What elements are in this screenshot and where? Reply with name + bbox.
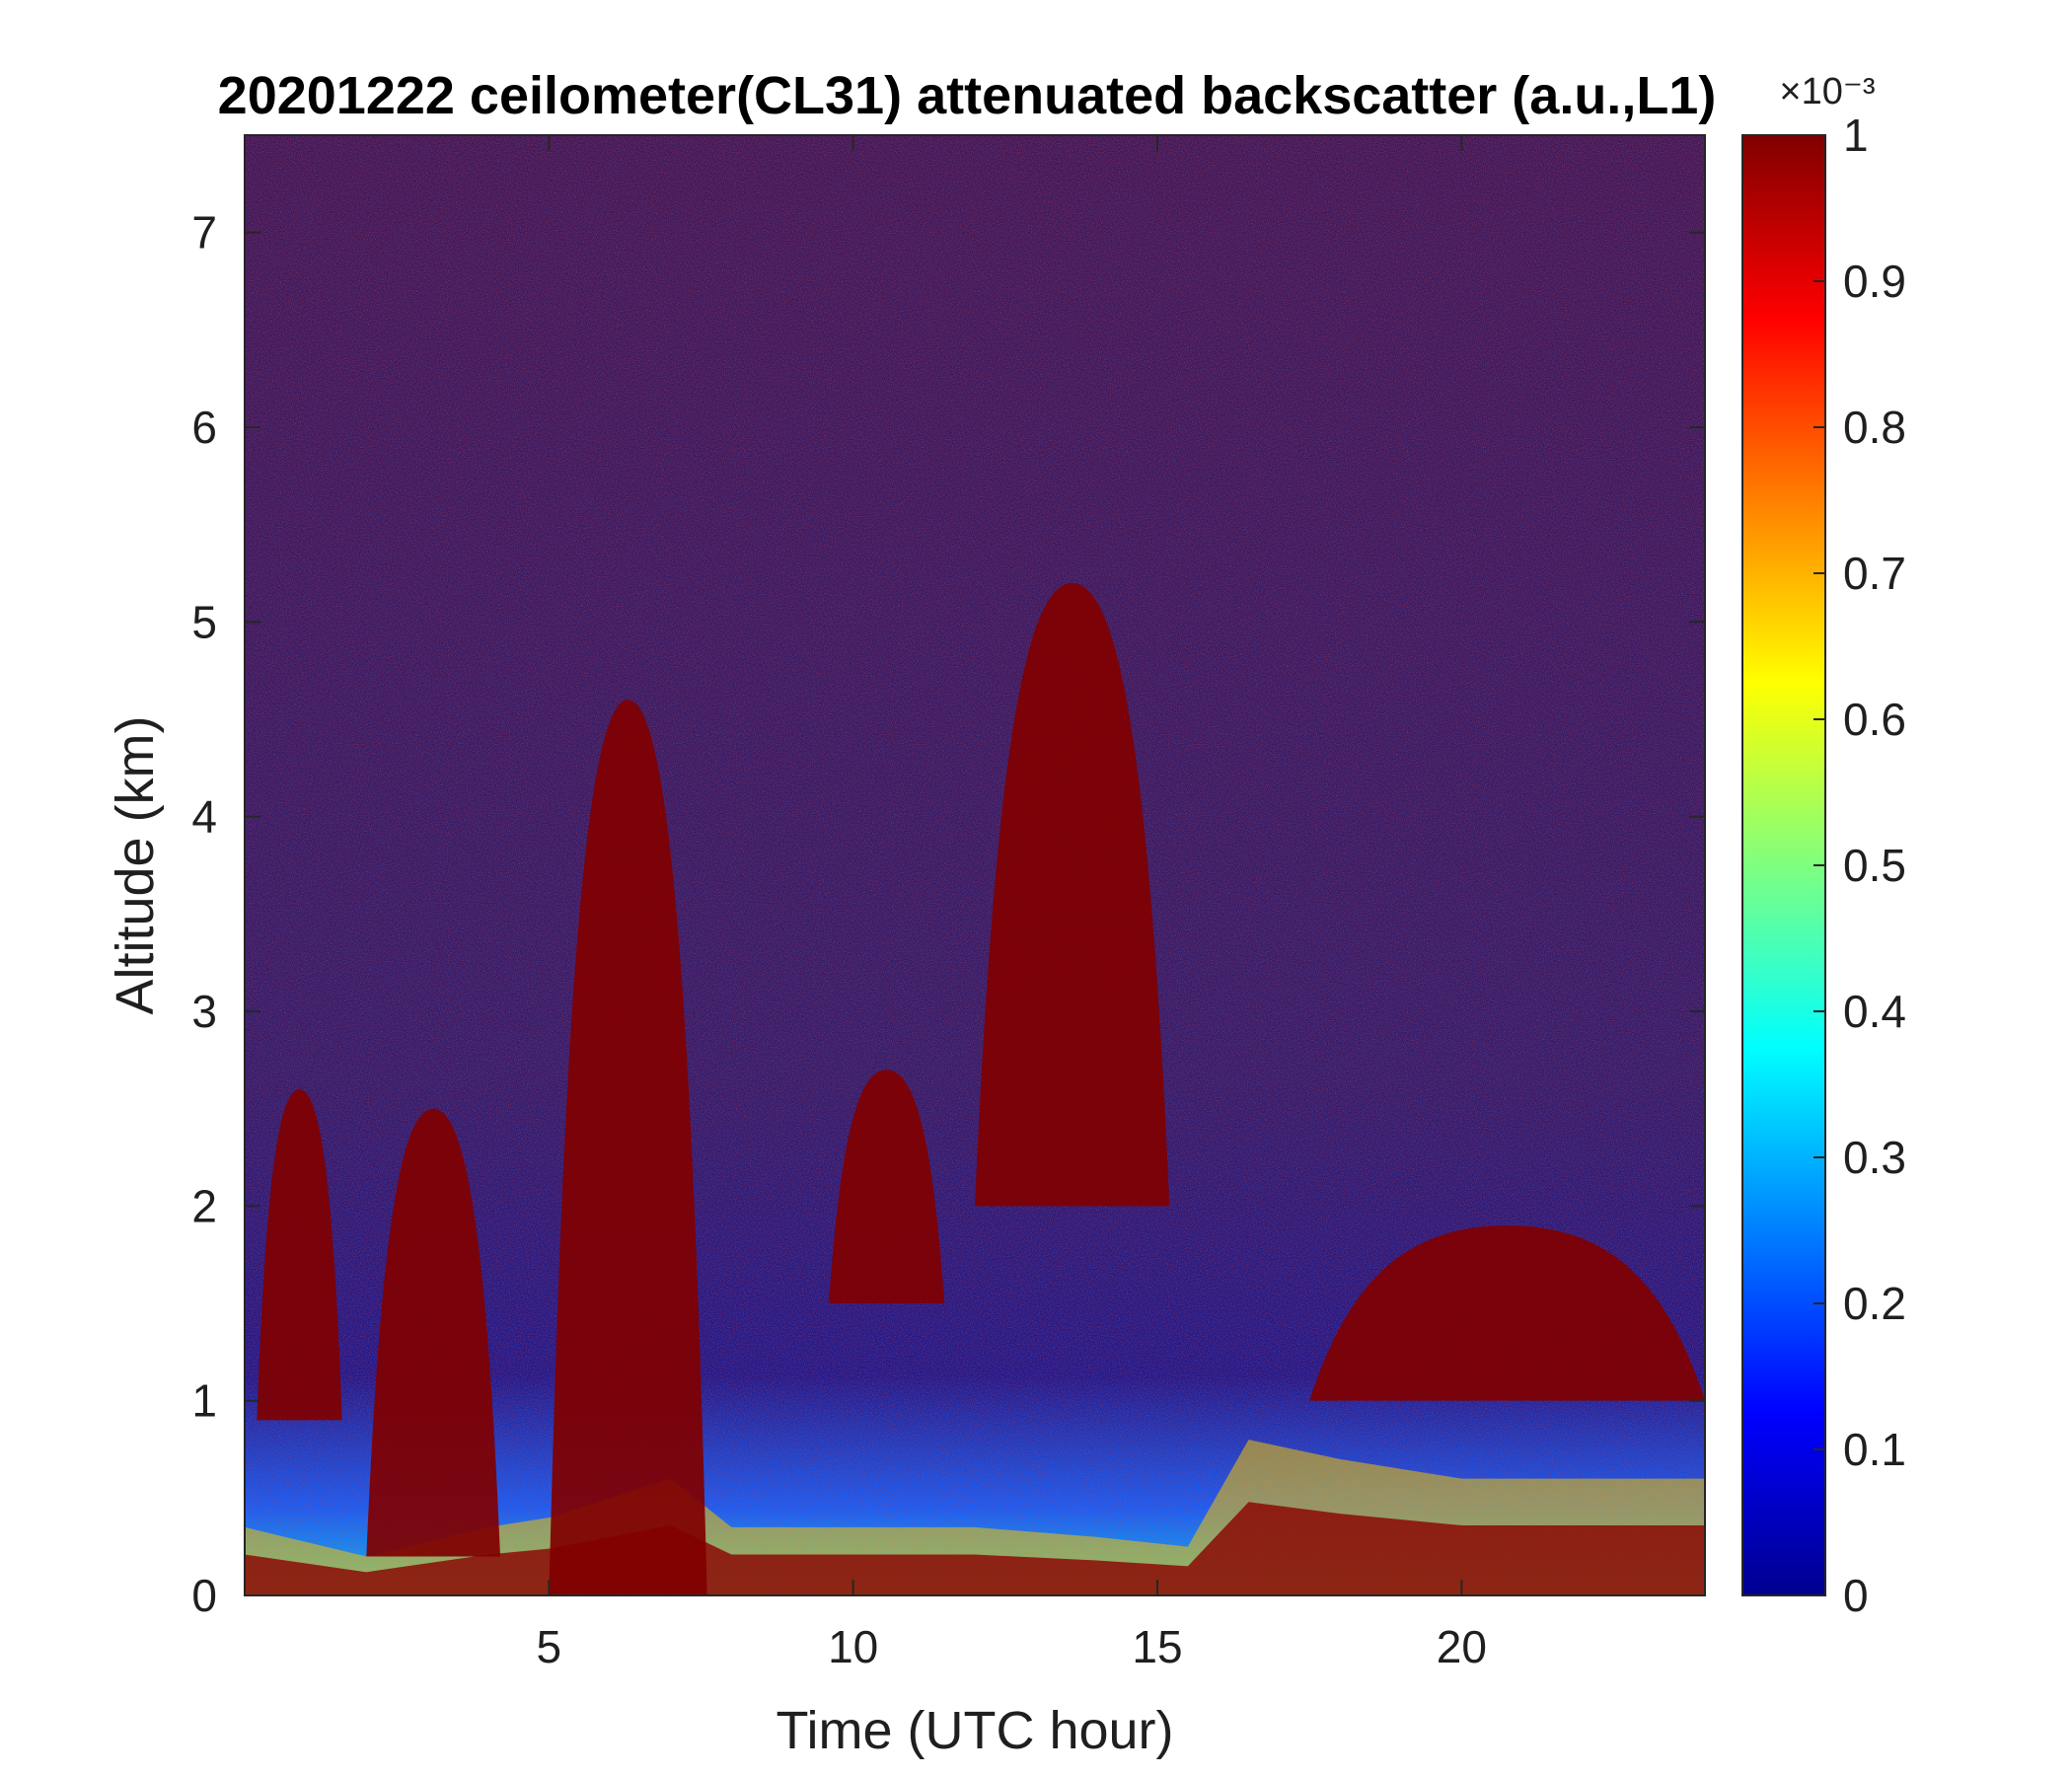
dense-layer bbox=[549, 700, 707, 1595]
x-axis-label: Time (UTC hour) bbox=[776, 1701, 1173, 1760]
dense-layer bbox=[257, 1088, 342, 1421]
y-tick-label: 7 bbox=[191, 207, 217, 259]
colorbar-tick-label: 0.6 bbox=[1843, 694, 1906, 745]
colorbar-tick-label: 0.1 bbox=[1843, 1424, 1906, 1475]
colorbar-tick-label: 0.2 bbox=[1843, 1278, 1906, 1329]
chart-title: 20201222 ceilometer(CL31) attenuated bac… bbox=[218, 66, 1717, 125]
colorbar: 0 0.1 0.2 0.3 0.4 0.5 0.6 0.7 0.8 0.9 1 ×10⁻³ bbox=[1741, 71, 1906, 1621]
plot-frame bbox=[244, 134, 1706, 1596]
dense-layer bbox=[1309, 1225, 1705, 1401]
y-tick-label: 6 bbox=[191, 402, 217, 453]
colorbar-scale-label: ×10⁻³ bbox=[1779, 71, 1875, 112]
y-tick-label: 3 bbox=[191, 986, 217, 1037]
colorbar-gradient bbox=[1741, 134, 1826, 1596]
colorbar-tick-label: 1 bbox=[1843, 110, 1869, 161]
x-axis: 5 10 15 20 bbox=[537, 135, 1487, 1672]
colorbar-tick-label: 0.8 bbox=[1843, 402, 1906, 453]
x-tick-label: 5 bbox=[537, 1621, 562, 1672]
x-tick-label: 20 bbox=[1437, 1621, 1487, 1672]
colorbar-tick-label: 0.4 bbox=[1843, 986, 1906, 1037]
x-tick-label: 15 bbox=[1132, 1621, 1182, 1672]
y-tick-label: 2 bbox=[191, 1180, 217, 1231]
colorbar-tick-label: 0.3 bbox=[1843, 1132, 1906, 1183]
colorbar-tick-label: 0.7 bbox=[1843, 548, 1906, 599]
dense-layer bbox=[975, 582, 1170, 1207]
colorbar-tick-label: 0.9 bbox=[1843, 256, 1906, 307]
y-tick-label: 4 bbox=[191, 791, 217, 843]
colorbar-tick-label: 0 bbox=[1843, 1570, 1869, 1621]
dense-layer bbox=[366, 1108, 500, 1557]
plot-area bbox=[245, 135, 1705, 1595]
y-tick-label: 1 bbox=[191, 1375, 217, 1427]
y-axis: 0 1 2 3 4 5 6 7 bbox=[191, 207, 1705, 1621]
y-tick-label: 0 bbox=[191, 1570, 217, 1621]
y-tick-label: 5 bbox=[191, 596, 217, 647]
x-tick-label: 10 bbox=[828, 1621, 878, 1672]
y-axis-label: Altitude (km) bbox=[106, 715, 165, 1014]
colorbar-tick-label: 0.5 bbox=[1843, 840, 1906, 891]
dense-layer bbox=[829, 1070, 945, 1303]
